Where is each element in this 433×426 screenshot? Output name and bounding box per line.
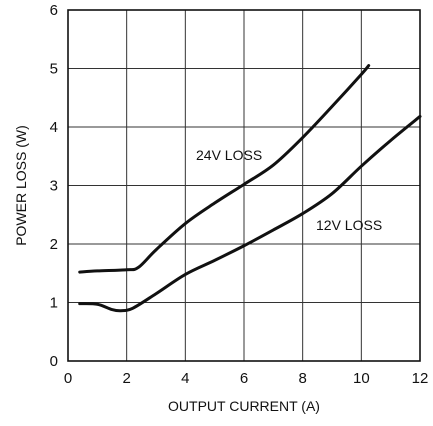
x-tick-label: 4 <box>181 370 189 387</box>
x-tick-label: 6 <box>240 370 248 387</box>
x-tick-label: 0 <box>64 370 72 387</box>
x-tick-label: 10 <box>353 370 370 387</box>
series-label: 12V LOSS <box>316 217 382 233</box>
plot-frame <box>67 9 421 362</box>
y-tick-label: 2 <box>50 236 58 253</box>
x-tick-label: 8 <box>298 370 306 387</box>
y-tick-label: 0 <box>50 353 58 370</box>
series-lines <box>78 64 422 313</box>
y-tick-label: 5 <box>50 61 58 78</box>
y-tick-label: 1 <box>50 295 58 312</box>
y-tick-label: 3 <box>50 178 58 195</box>
series-line <box>78 64 371 274</box>
x-axis-title: OUTPUT CURRENT (A) <box>168 398 320 414</box>
grid <box>68 10 420 361</box>
y-tick-label: 4 <box>50 119 58 136</box>
series-label: 24V LOSS <box>196 147 262 163</box>
x-tick-label: 2 <box>122 370 130 387</box>
y-tick-label: 6 <box>50 2 58 19</box>
series-labels: 24V LOSS 12V LOSS <box>196 147 382 233</box>
series-line <box>78 114 422 313</box>
x-tick-label: 12 <box>412 370 429 387</box>
y-axis-title: POWER LOSS (W) <box>13 125 29 246</box>
